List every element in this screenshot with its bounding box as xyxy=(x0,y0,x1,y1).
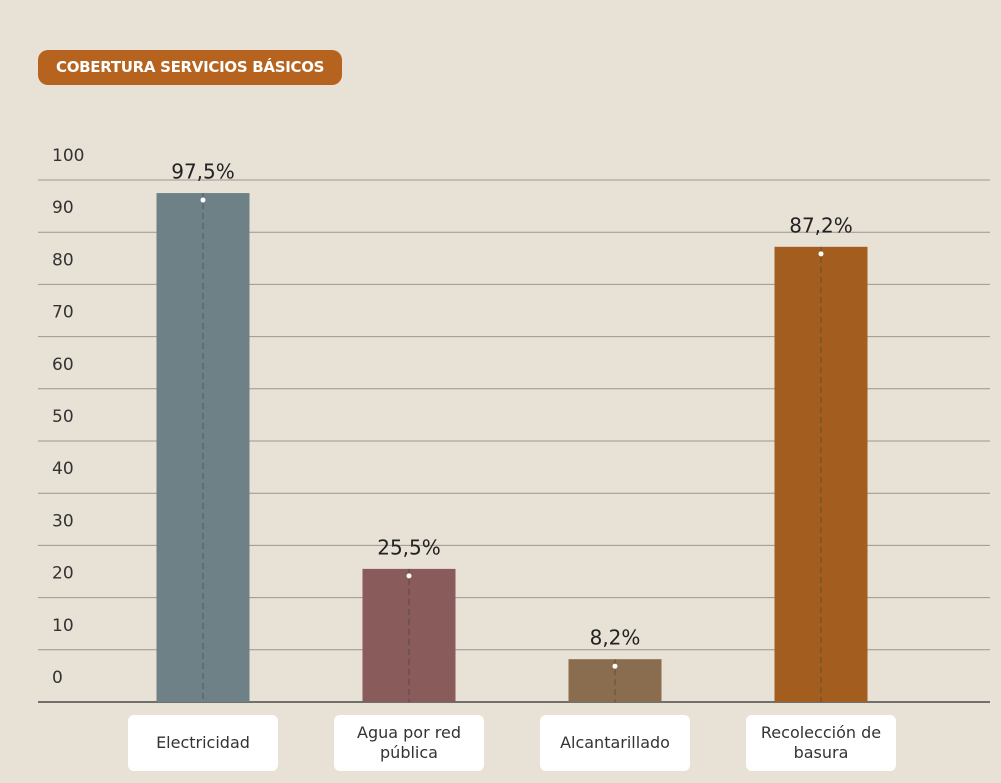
value-label: 97,5% xyxy=(171,160,235,184)
y-tick-label: 20 xyxy=(52,564,74,584)
x-tick-label: Electricidad xyxy=(128,715,278,771)
y-tick-label: 100 xyxy=(52,146,84,166)
value-label: 87,2% xyxy=(789,213,853,237)
y-tick-label: 80 xyxy=(52,250,74,270)
y-tick-label: 30 xyxy=(52,511,74,531)
value-label: 25,5% xyxy=(377,535,441,559)
y-tick-label: 70 xyxy=(52,303,74,323)
bar-dot xyxy=(406,573,412,579)
y-tick-label: 10 xyxy=(52,616,74,636)
bar-dot xyxy=(612,663,618,669)
x-tick-label: Alcantarillado xyxy=(540,715,690,771)
bar xyxy=(774,246,868,703)
y-tick-label: 50 xyxy=(52,407,74,427)
y-tick-label: 40 xyxy=(52,459,74,479)
y-tick-label: 90 xyxy=(52,198,74,218)
value-label: 8,2% xyxy=(590,626,641,650)
y-tick-label: 60 xyxy=(52,355,74,375)
x-tick-label: Recolección de basura xyxy=(746,715,896,771)
x-tick-label: Agua por red pública xyxy=(334,715,484,771)
y-tick-label: 0 xyxy=(52,668,63,688)
bar-dot xyxy=(818,251,824,257)
chart-title: COBERTURA SERVICIOS BÁSICOS xyxy=(38,50,343,85)
bar-dot xyxy=(200,197,206,203)
